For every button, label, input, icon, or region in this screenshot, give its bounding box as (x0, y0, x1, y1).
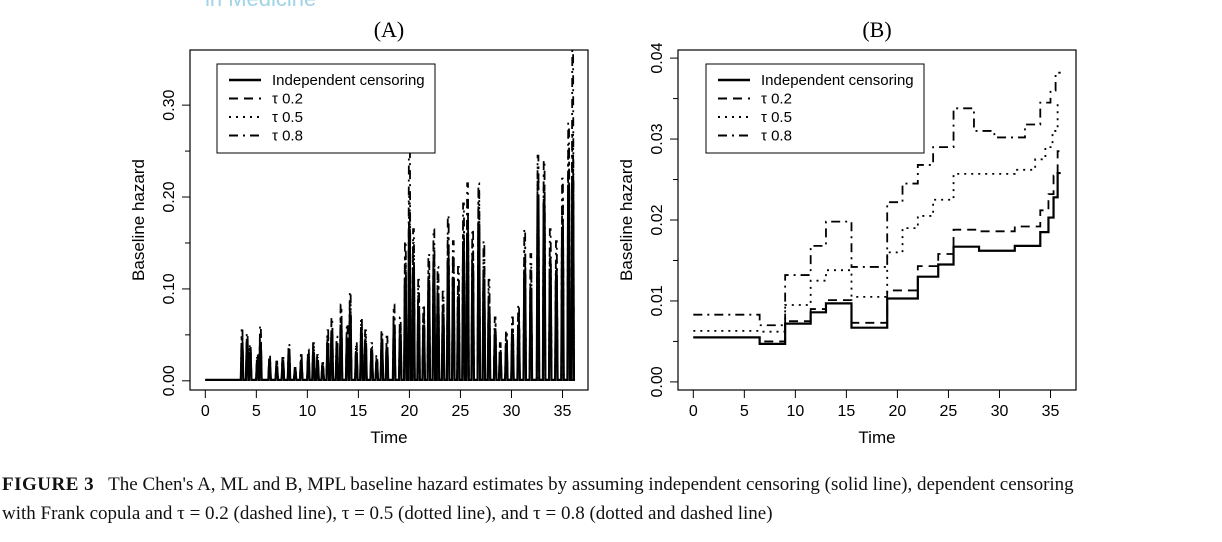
series-line (693, 101, 1061, 333)
legend-entry: τ 0.2 (761, 91, 792, 108)
x-axis-label: Time (370, 428, 407, 447)
journal-header-fragment: in Medicine (205, 0, 316, 12)
series-line (205, 177, 576, 381)
panel-title: (B) (862, 17, 891, 42)
x-tick-label: 15 (837, 403, 855, 420)
x-tick-label: 10 (786, 403, 804, 420)
x-tick-label: 35 (1042, 403, 1060, 420)
legend-entry: Independent censoring (761, 72, 914, 89)
plot-frame (189, 49, 589, 391)
x-tick-label: 20 (401, 403, 419, 420)
legend-entry: τ 0.8 (761, 128, 792, 145)
x-tick-label: 0 (201, 403, 210, 420)
panel-title: (A) (374, 17, 405, 42)
x-tick-label: 5 (252, 403, 261, 420)
series-line (693, 150, 1061, 343)
legend-entry: Independent censoring (272, 72, 425, 89)
series-line (693, 171, 1061, 345)
x-tick-label: 5 (740, 403, 749, 420)
series-group (693, 71, 1061, 345)
x-tick-label: 15 (349, 403, 367, 420)
y-tick-label: 0.04 (649, 42, 666, 73)
y-tick-label: 0.10 (161, 273, 178, 304)
y-tick-label: 0.02 (649, 204, 666, 235)
panel-a-chart: (A) 0 5 10 15 20 25 30 35 0.00 0.10 0.20 0.30 Time Bas… (129, 17, 589, 447)
y-tick-label: 0.20 (161, 181, 178, 212)
legend-entry: τ 0.5 (761, 109, 792, 126)
y-tick-label: 0.30 (161, 89, 178, 120)
panel-b-chart: (B) 0 5 10 15 20 25 30 35 0.00 0.01 0.02 0.03 0.04 Tim… (617, 17, 1077, 447)
figure-caption: FIGURE 3 The Chen's A, ML and B, MPL base… (2, 470, 1220, 528)
series-group (205, 50, 576, 381)
figure-canvas: (A) 0 5 10 15 20 25 30 35 0.00 0.10 0.20 0.30 Time Bas… (129, 17, 1077, 447)
caption-text-line1: The Chen's A, ML and B, MPL baseline haz… (108, 474, 1074, 495)
y-axis-label: Baseline hazard (129, 159, 148, 281)
x-tick-label: 25 (452, 403, 470, 420)
y-tick-label: 0.00 (161, 365, 178, 396)
legend: Independent censoring τ 0.2τ 0.5 τ 0.8 (216, 63, 436, 154)
y-tick-label: 0.00 (649, 366, 666, 397)
x-tick-label: 30 (503, 403, 521, 420)
legend-entry: τ 0.5 (272, 109, 303, 126)
legend: Independent censoring τ 0.2τ 0.5 τ 0.8 (705, 63, 925, 154)
x-tick-label: 30 (991, 403, 1009, 420)
x-tick-label: 25 (940, 403, 958, 420)
x-tick-label: 20 (889, 403, 907, 420)
y-tick-label: 0.01 (649, 285, 666, 316)
x-tick-label: 10 (298, 403, 316, 420)
y-tick-label: 0.03 (649, 123, 666, 154)
caption-text-line2: with Frank copula and τ = 0.2 (dashed li… (2, 503, 773, 524)
legend-entry: τ 0.8 (272, 128, 303, 145)
caption-figure-label: FIGURE 3 (2, 474, 95, 495)
legend-box (216, 63, 436, 154)
legend-entry: τ 0.2 (272, 91, 303, 108)
series-line (693, 71, 1061, 327)
x-tick-label: 35 (554, 403, 572, 420)
x-tick-label: 0 (689, 403, 698, 420)
y-axis-label: Baseline hazard (617, 159, 636, 281)
x-axis-label: Time (858, 428, 895, 447)
